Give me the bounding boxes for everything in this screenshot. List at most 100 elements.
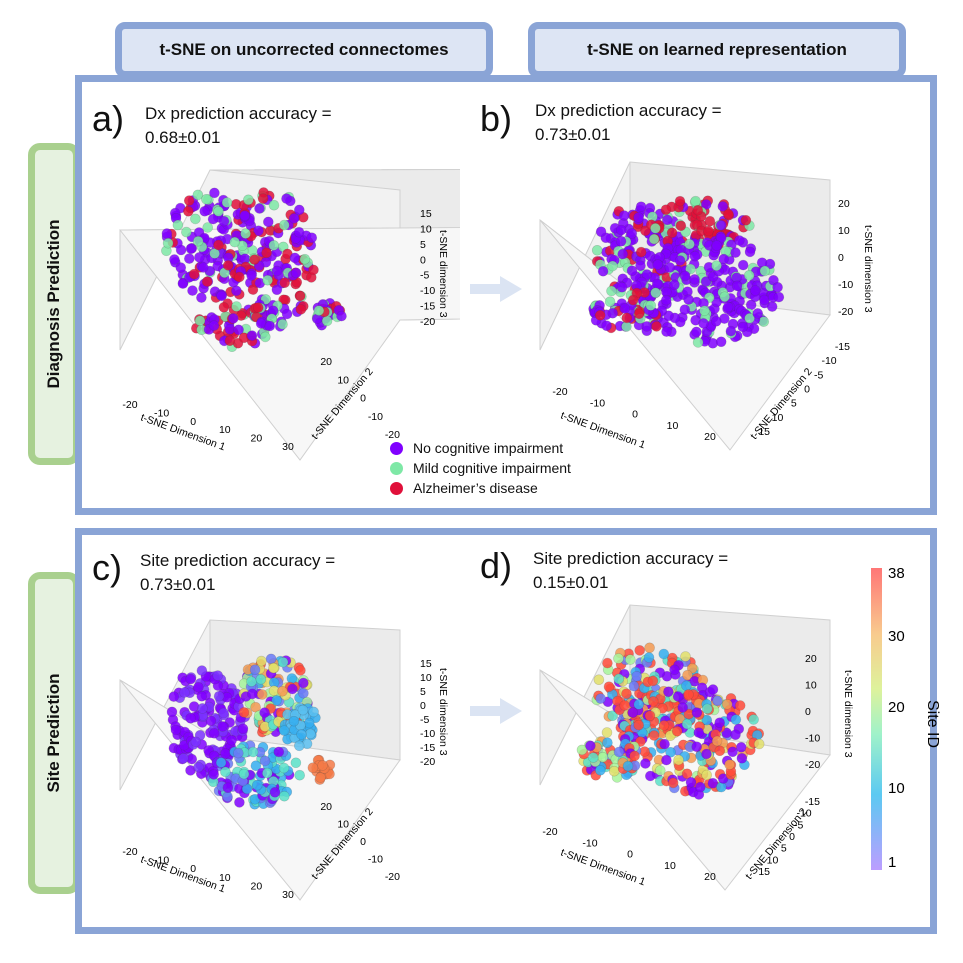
d-point bbox=[658, 720, 670, 731]
b-point bbox=[737, 259, 749, 271]
d-point bbox=[607, 710, 618, 721]
a-point bbox=[201, 193, 212, 205]
a-ztick: -15 bbox=[420, 301, 435, 313]
c-point bbox=[212, 670, 224, 681]
a-point bbox=[194, 315, 206, 326]
d-point bbox=[672, 691, 684, 702]
b-point bbox=[773, 291, 785, 303]
b-zlabel: t-SNE dimension 3 bbox=[862, 225, 874, 313]
d-point bbox=[669, 664, 680, 676]
b-point bbox=[660, 294, 672, 306]
a-point bbox=[289, 252, 301, 264]
c-ztick: 15 bbox=[420, 658, 432, 670]
a-point bbox=[209, 248, 220, 259]
d-ytick: 5 bbox=[781, 843, 787, 855]
b-point bbox=[684, 238, 695, 250]
c-point bbox=[220, 748, 231, 759]
b-point bbox=[595, 226, 607, 237]
b-point bbox=[700, 276, 712, 287]
b-point bbox=[692, 204, 704, 216]
a-point bbox=[268, 199, 280, 211]
b-point bbox=[731, 280, 743, 292]
d-point bbox=[661, 754, 672, 766]
d-point bbox=[682, 669, 693, 681]
b-point bbox=[703, 225, 714, 237]
row-label-site-text: Site Prediction bbox=[44, 673, 63, 793]
d-point bbox=[683, 689, 694, 700]
a-point bbox=[268, 240, 280, 251]
a-point bbox=[295, 304, 307, 315]
row-label-site: Site Prediction bbox=[28, 572, 80, 894]
panel-a-letter: a) bbox=[92, 98, 125, 139]
c-ztick: 0 bbox=[420, 700, 426, 712]
d-point bbox=[707, 684, 719, 695]
d-point bbox=[677, 702, 688, 713]
a-point bbox=[162, 238, 174, 249]
c-point bbox=[185, 673, 196, 685]
b-ytick: 10 bbox=[772, 412, 784, 424]
d-point bbox=[588, 752, 599, 763]
arrow-bottom-shape bbox=[470, 698, 522, 724]
a-ztick: 5 bbox=[420, 239, 426, 251]
b-point bbox=[699, 305, 710, 317]
b-xtick: 20 bbox=[704, 431, 716, 443]
a-point bbox=[231, 285, 242, 297]
b-point bbox=[641, 269, 653, 280]
c-xtick: 10 bbox=[219, 872, 231, 884]
b-ytick: 5 bbox=[791, 398, 797, 410]
c-point bbox=[246, 676, 257, 687]
c-point bbox=[295, 665, 306, 676]
row-label-diagnosis-text: Diagnosis Prediction bbox=[44, 219, 63, 389]
b-point bbox=[607, 307, 618, 319]
d-point bbox=[671, 725, 683, 737]
a-point bbox=[254, 203, 265, 214]
a-ztick: 0 bbox=[420, 254, 426, 266]
c-point bbox=[226, 735, 237, 746]
plot-c: -20-100102030-20-1001020151050-5-10-15-2… bbox=[119, 619, 449, 901]
c-point bbox=[197, 703, 208, 714]
panel-c-letter: c) bbox=[92, 547, 122, 588]
c-point bbox=[247, 688, 258, 700]
a-point bbox=[271, 265, 283, 277]
a-point bbox=[208, 320, 220, 331]
panel-a-accuracy-line1: Dx prediction accuracy = bbox=[145, 104, 332, 123]
d-point bbox=[730, 729, 741, 740]
b-point bbox=[737, 321, 749, 333]
b-point bbox=[618, 210, 630, 221]
d-point bbox=[685, 777, 697, 788]
c-point bbox=[273, 746, 285, 758]
b-point bbox=[744, 313, 755, 324]
b-point bbox=[772, 282, 783, 293]
a-point bbox=[233, 324, 244, 336]
a-xlabel: t-SNE Dimension 1 bbox=[139, 412, 227, 454]
b-point bbox=[679, 304, 691, 315]
plot-a: -20-100102030-20-1001020151050-5-10-15-2… bbox=[118, 169, 460, 461]
a-point bbox=[216, 290, 227, 302]
d-point bbox=[663, 686, 674, 697]
a-point bbox=[308, 264, 319, 276]
panel-b-accuracy-line1: Dx prediction accuracy = bbox=[535, 101, 722, 120]
c-point bbox=[294, 740, 305, 752]
c-xtick: 0 bbox=[190, 863, 196, 875]
d-ytick: -10 bbox=[796, 808, 811, 820]
a-point bbox=[169, 254, 180, 265]
colorbar-tick-10: 10 bbox=[888, 780, 905, 797]
a-point bbox=[228, 313, 239, 324]
a-point bbox=[184, 253, 195, 264]
a-point bbox=[293, 226, 305, 238]
legend-dot-alzheimers bbox=[390, 481, 403, 495]
d-point bbox=[613, 673, 625, 685]
a-xtick: 30 bbox=[282, 441, 294, 453]
a-point bbox=[198, 262, 209, 273]
c-point bbox=[238, 768, 250, 780]
c-point bbox=[277, 656, 289, 668]
a-point bbox=[199, 205, 210, 217]
d-point bbox=[601, 727, 613, 738]
d-point bbox=[736, 753, 748, 764]
d-point bbox=[644, 710, 656, 722]
b-point bbox=[651, 321, 662, 332]
a-point bbox=[218, 215, 230, 227]
d-point bbox=[631, 671, 642, 682]
d-point bbox=[665, 747, 676, 758]
d-point bbox=[681, 768, 693, 780]
